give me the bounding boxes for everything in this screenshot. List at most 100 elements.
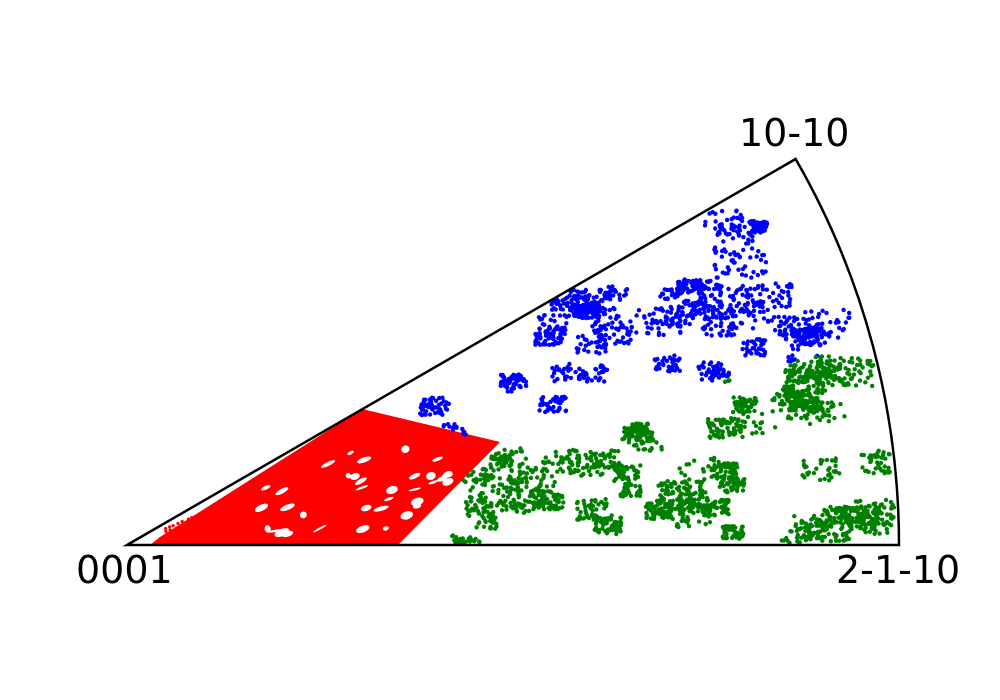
scatter-dot [664, 510, 669, 515]
scatter-dot [807, 407, 812, 412]
scatter-dot [820, 387, 825, 392]
scatter-dot [247, 536, 251, 540]
scatter-dot [833, 463, 838, 468]
scatter-dot [314, 492, 319, 496]
scatter-dot [302, 507, 306, 511]
scatter-dot [613, 519, 618, 525]
scatter-dot [518, 446, 523, 451]
scatter-dot [832, 520, 837, 525]
scatter-dot [237, 496, 241, 500]
scatter-dot [703, 299, 708, 305]
scatter-dot [517, 469, 522, 474]
scatter-dot [256, 525, 260, 530]
scatter-dot [550, 461, 555, 466]
scatter-dot [712, 296, 717, 301]
green-region-points [450, 354, 897, 545]
scatter-dot [828, 320, 833, 325]
scatter-dot [659, 447, 664, 452]
scatter-dot [628, 319, 633, 324]
scatter-dot [740, 292, 745, 297]
scatter-dot [612, 288, 618, 293]
scatter-dot [287, 475, 291, 479]
scatter-dot [720, 534, 725, 539]
scatter-dot [206, 538, 210, 542]
scatter-dot [427, 401, 432, 406]
scatter-dot [554, 395, 560, 400]
scatter-dot [608, 315, 613, 320]
scatter-dot [737, 424, 742, 429]
scatter-dot [566, 313, 572, 318]
scatter-dot [644, 320, 649, 326]
scatter-dot [871, 471, 876, 476]
scatter-dot [882, 505, 887, 510]
scatter-dot [714, 363, 719, 369]
scatter-dot [707, 434, 712, 439]
scatter-dot [772, 397, 777, 403]
scatter-dot [548, 489, 553, 494]
scatter-dot [305, 481, 309, 485]
scatter-dot [678, 324, 683, 329]
scatter-dot [560, 469, 566, 474]
red-gap [400, 511, 414, 520]
scatter-dot [726, 267, 732, 273]
scatter-dot [561, 456, 567, 461]
scatter-dot [635, 490, 640, 496]
scatter-dot [505, 494, 511, 500]
scatter-dot [811, 410, 817, 415]
scatter-dot [611, 462, 616, 468]
scatter-dot [205, 509, 209, 513]
scatter-dot [485, 473, 490, 478]
scatter-dot [583, 343, 588, 348]
scatter-dot [497, 482, 502, 487]
scatter-dot [490, 488, 495, 494]
scatter-dot [805, 333, 811, 338]
scatter-dot [719, 254, 725, 259]
scatter-dot [219, 503, 223, 507]
scatter-dot [581, 374, 587, 379]
scatter-dot [790, 353, 795, 358]
scatter-dot [725, 232, 730, 237]
scatter-dot [262, 535, 267, 539]
scatter-dot [298, 509, 302, 513]
scatter-dot [605, 516, 610, 521]
scatter-dot [224, 508, 228, 512]
scatter-dot [738, 307, 744, 313]
scatter-dot [769, 318, 774, 323]
scatter-dot [349, 482, 354, 486]
scatter-dot [797, 374, 802, 380]
scatter-dot [603, 327, 609, 332]
scatter-dot [535, 475, 540, 480]
scatter-dot [666, 364, 671, 369]
scatter-dot [753, 423, 759, 429]
scatter-dot [777, 401, 783, 407]
scatter-dot [210, 538, 214, 542]
scatter-dot [815, 386, 820, 392]
scatter-dot [637, 493, 643, 499]
scatter-dot [744, 294, 749, 299]
scatter-dot [634, 442, 639, 448]
scatter-points [150, 208, 897, 545]
scatter-dot [598, 472, 603, 477]
scatter-dot [697, 366, 702, 371]
scatter-dot [789, 343, 795, 348]
scatter-dot [729, 488, 734, 493]
scatter-dot [614, 528, 619, 533]
scatter-dot [557, 405, 562, 410]
scatter-dot [756, 249, 761, 254]
scatter-dot [778, 323, 783, 328]
scatter-dot [503, 380, 509, 386]
scatter-dot [832, 415, 837, 421]
scatter-dot [588, 449, 593, 455]
scatter-dot [423, 397, 428, 402]
scatter-dot [594, 459, 600, 464]
scatter-dot [545, 407, 551, 412]
scatter-dot [873, 466, 878, 471]
scatter-dot [800, 339, 805, 344]
scatter-dot [693, 490, 698, 496]
scatter-dot [427, 412, 433, 417]
scatter-dot [638, 487, 643, 492]
scatter-dot [698, 311, 703, 316]
scatter-dot [665, 309, 670, 314]
scatter-dot [795, 347, 801, 352]
scatter-dot [721, 368, 726, 373]
